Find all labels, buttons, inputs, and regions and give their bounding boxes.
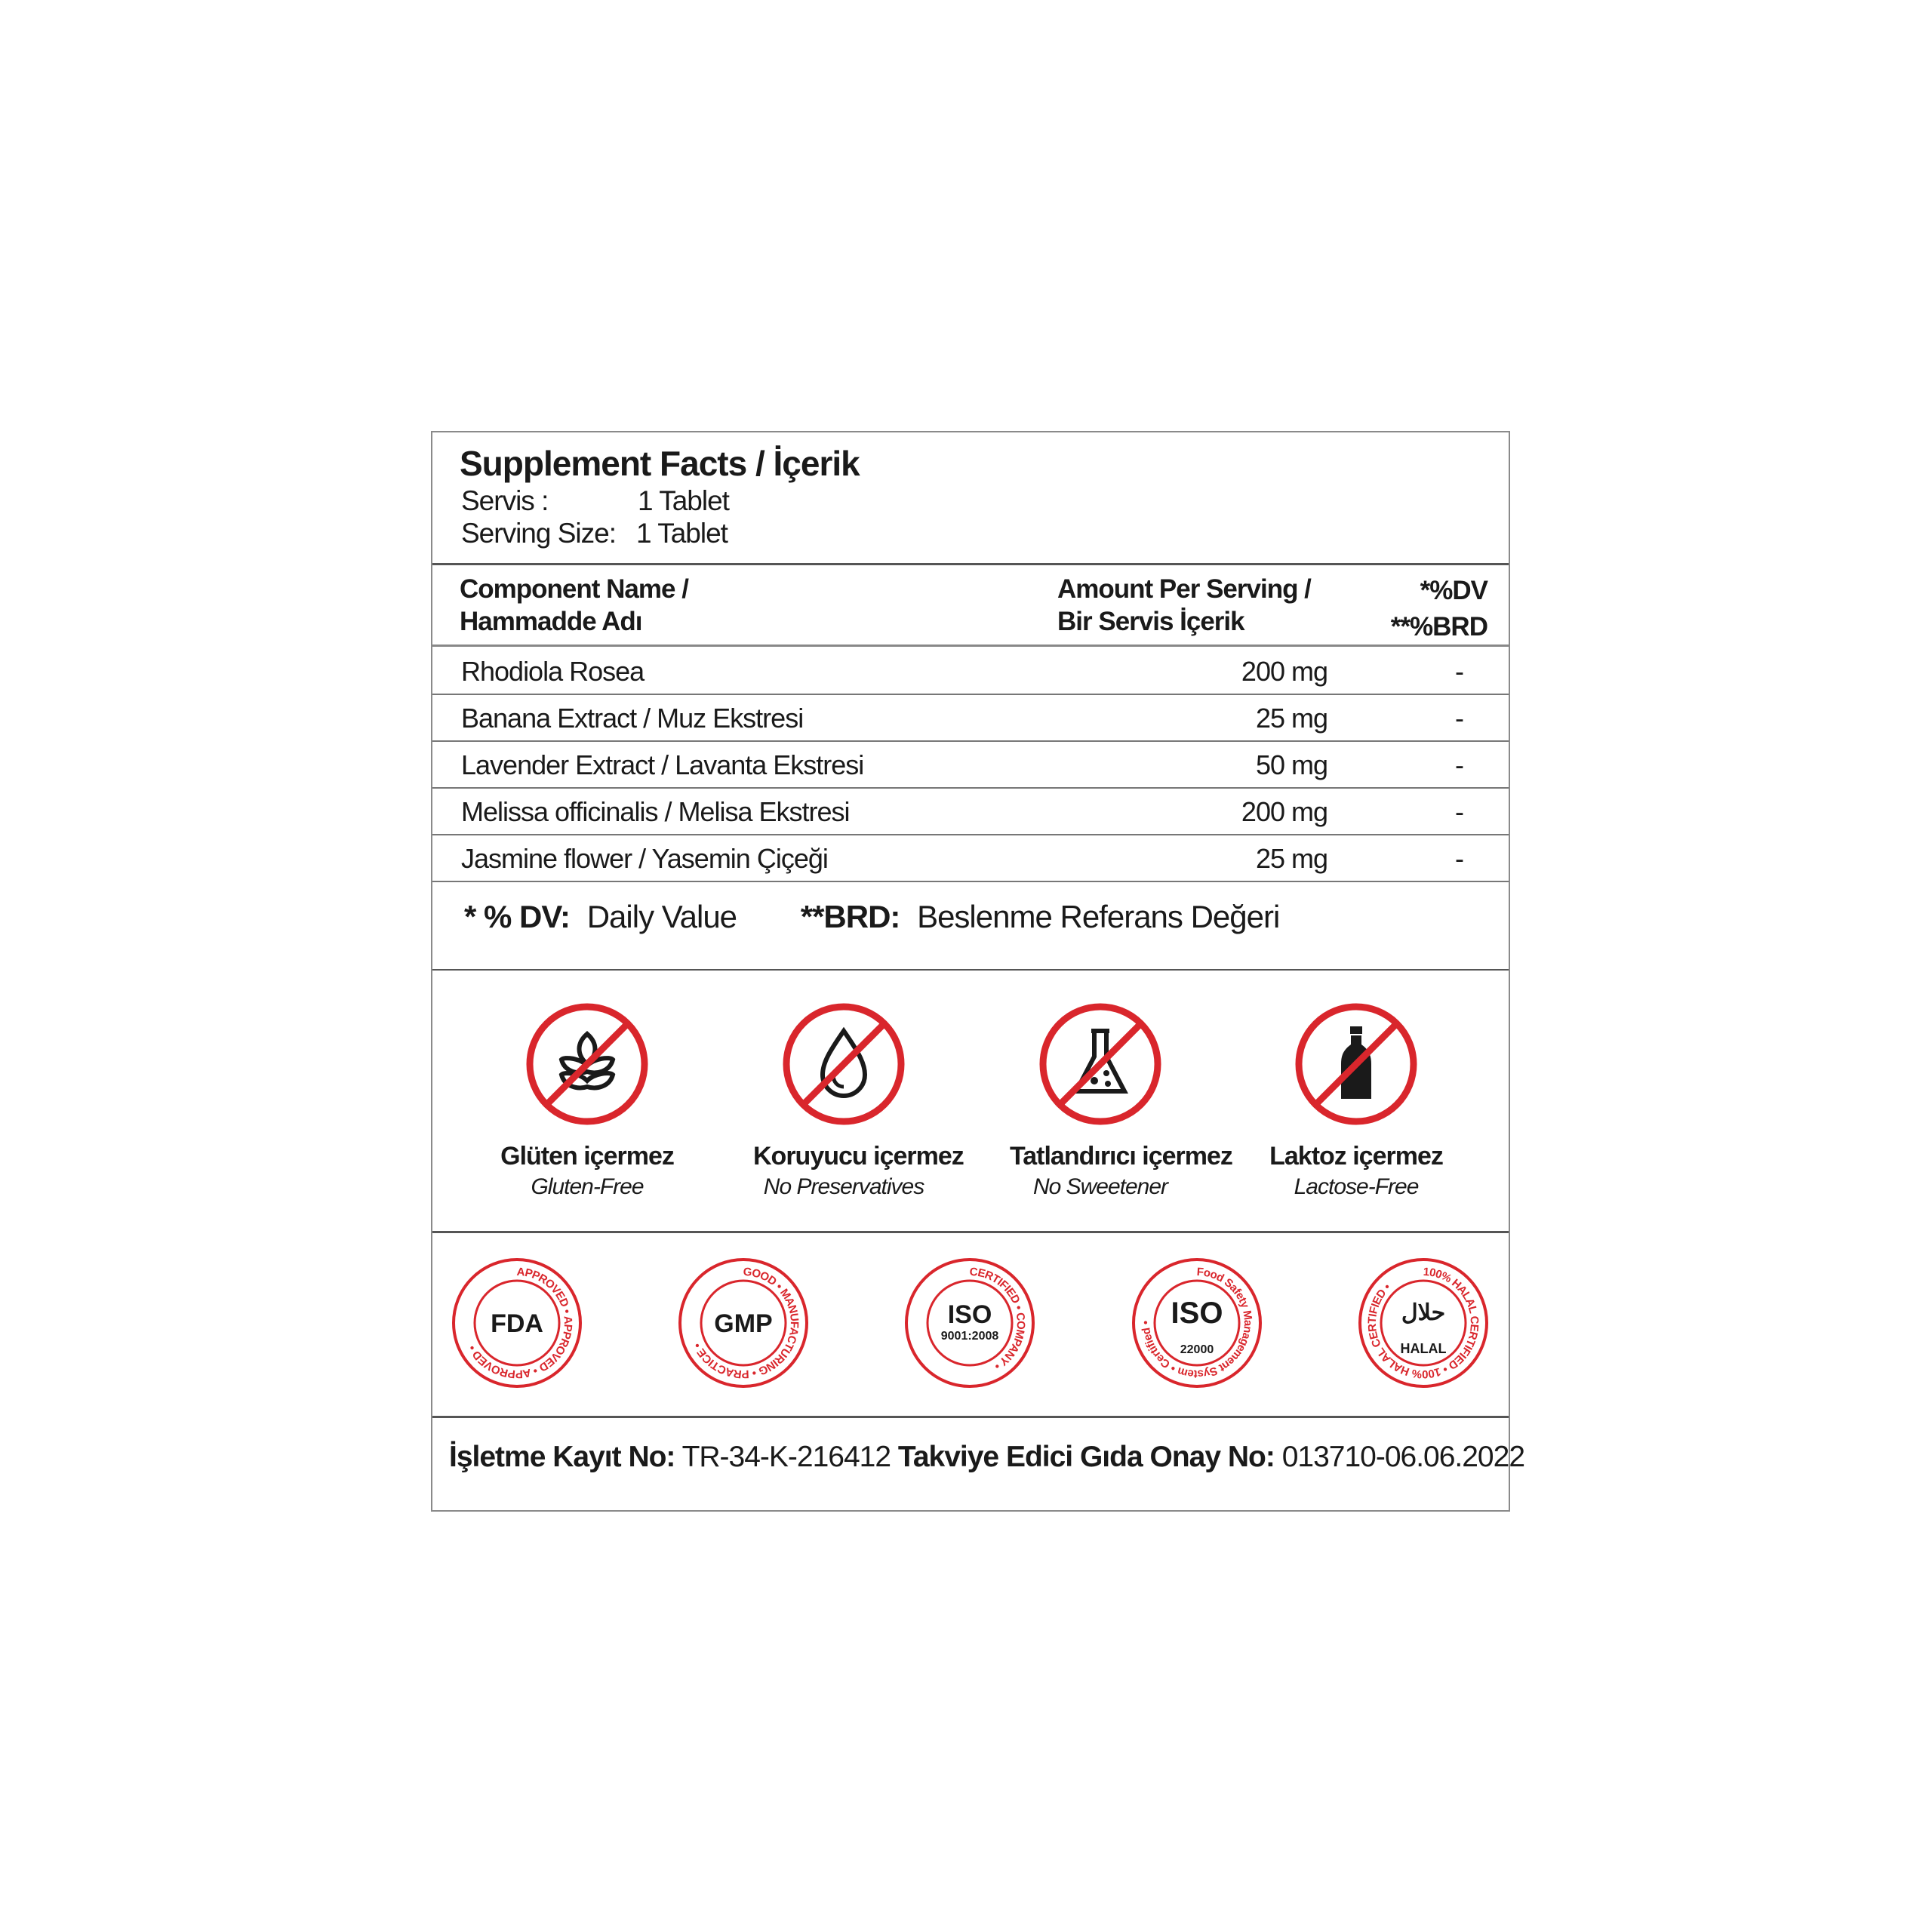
badge-center: حلال <box>1401 1300 1445 1325</box>
serving-size-label: Serving Size: <box>461 518 617 549</box>
divider <box>432 1416 1509 1418</box>
column-header-amount: Amount Per Serving / Bir Servis İçerik <box>1057 573 1312 638</box>
component-name: Banana Extract / Muz Ekstresi <box>461 703 804 734</box>
divider <box>432 1231 1509 1233</box>
table-row: Lavender Extract / Lavanta Ekstresi 50 m… <box>432 740 1509 789</box>
table-row: Rhodiola Rosea 200 mg - <box>432 647 1509 695</box>
brd-key: **BRD: <box>800 899 901 934</box>
column-amount-line2: Bir Servis İçerik <box>1057 607 1245 636</box>
component-dv: - <box>1455 796 1464 827</box>
column-header-dv: *%DV **%BRD <box>1390 573 1488 645</box>
badge-sub: HALAL <box>1401 1341 1447 1356</box>
badge-center: ISO <box>1171 1297 1223 1330</box>
flask-icon <box>1039 1003 1161 1125</box>
badge-center: ISO <box>948 1300 992 1329</box>
free-from-label: Glüten içermez <box>500 1142 675 1171</box>
free-from-sublabel: Gluten-Free <box>531 1174 644 1199</box>
free-from-label: Koruyucu içermez <box>753 1142 964 1171</box>
free-from-sublabel: Lactose-Free <box>1294 1174 1420 1199</box>
wheat-icon <box>526 1003 648 1125</box>
badge-center: FDA <box>491 1309 543 1338</box>
column-header-name: Component Name / Hammadde Adı <box>460 573 689 638</box>
supplement-facts-panel: Supplement Facts / İçerik Servis : 1 Tab… <box>431 431 1525 1512</box>
column-dv-line2: **%BRD <box>1390 612 1488 641</box>
serving-size-value: 1 Tablet <box>636 518 728 549</box>
fda-approved-badge: APPROVED • APPROVED • APPROVED • FDA <box>451 1257 583 1389</box>
footnote: * % DV: Daily Value **BRD: Beslenme Refe… <box>464 899 1280 935</box>
registration-value: TR-34-K-216412 <box>681 1441 891 1473</box>
badge-sub: 9001:2008 <box>941 1330 999 1343</box>
component-amount: 25 mg <box>1255 843 1328 874</box>
component-name: Jasmine flower / Yasemin Çiçeği <box>461 843 829 874</box>
bottle-icon <box>1295 1003 1417 1125</box>
drop-icon <box>783 1003 905 1125</box>
dv-text: Daily Value <box>586 899 737 934</box>
component-amount: 50 mg <box>1255 749 1328 780</box>
badge-center: GMP <box>714 1309 772 1338</box>
component-amount: 25 mg <box>1255 703 1328 734</box>
column-amount-line1: Amount Per Serving / <box>1057 574 1312 604</box>
registration-footer: İşletme Kayıt No: TR-34-K-216412 Takviye… <box>449 1441 1525 1474</box>
approval-label: Takviye Edici Gıda Onay No: <box>897 1441 1275 1473</box>
free-from-item: Laktoz içermez Lactose-Free <box>1266 1000 1447 1200</box>
component-dv: - <box>1455 749 1464 780</box>
free-from-item: Tatlandırıcı içermez No Sweetener <box>1010 1000 1233 1200</box>
column-name-line2: Hammadde Adı <box>460 607 642 636</box>
free-from-label: Laktoz içermez <box>1269 1142 1444 1171</box>
table-row: Melissa officinalis / Melisa Ekstresi 20… <box>432 787 1509 835</box>
divider <box>432 645 1509 647</box>
divider <box>432 563 1509 565</box>
gmp-badge: GOOD • MANUFACTURING • PRACTICE • GMP <box>677 1257 810 1389</box>
badge-seal-icon: Food Safety Management System • Certifie… <box>1132 1258 1262 1388</box>
divider <box>432 969 1509 971</box>
brd-text: Beslenme Referans Değeri <box>917 899 1280 934</box>
component-amount: 200 mg <box>1241 656 1328 687</box>
approval-value: 013710-06.06.2022 <box>1281 1441 1525 1473</box>
free-from-item: Koruyucu içermez No Preservatives <box>753 1000 964 1200</box>
component-name: Rhodiola Rosea <box>461 656 645 687</box>
component-name: Lavender Extract / Lavanta Ekstresi <box>461 749 864 780</box>
servis-label: Servis : <box>461 485 549 516</box>
badge-sub: 22000 <box>1180 1343 1214 1356</box>
iso-22000-badge: Food Safety Management System • Certifie… <box>1131 1257 1263 1389</box>
registration-label: İşletme Kayıt No: <box>449 1441 675 1473</box>
component-dv: - <box>1455 703 1464 734</box>
dv-key: * % DV: <box>464 899 571 934</box>
free-from-sublabel: No Preservatives <box>763 1174 924 1199</box>
component-name: Melissa officinalis / Melisa Ekstresi <box>461 796 850 827</box>
servis-value: 1 Tablet <box>638 485 730 516</box>
free-from-sublabel: No Sweetener <box>1032 1174 1168 1199</box>
iso-9001-badge: CERTIFIED • COMPANY • ISO 9001:2008 <box>903 1257 1036 1389</box>
component-dv: - <box>1455 843 1464 874</box>
halal-badge: 100% HALAL CERTIFIED • 100% HALAL CERTIF… <box>1357 1257 1490 1389</box>
badge-seal-icon: APPROVED • APPROVED • APPROVED • FDA <box>452 1258 582 1388</box>
column-name-line1: Component Name / <box>460 574 689 604</box>
panel-title: Supplement Facts / İçerik <box>460 444 860 483</box>
table-row: Jasmine flower / Yasemin Çiçeği 25 mg - <box>432 834 1509 882</box>
free-from-label: Tatlandırıcı içermez <box>1010 1142 1233 1171</box>
component-dv: - <box>1455 656 1464 687</box>
table-row: Banana Extract / Muz Ekstresi 25 mg - <box>432 694 1509 742</box>
component-amount: 200 mg <box>1241 796 1328 827</box>
badge-seal-icon: GOOD • MANUFACTURING • PRACTICE • GMP <box>678 1258 808 1388</box>
badge-seal-icon: 100% HALAL CERTIFIED • 100% HALAL CERTIF… <box>1358 1258 1488 1388</box>
column-dv-line1: *%DV <box>1420 576 1488 605</box>
free-from-item: Glüten içermez Gluten-Free <box>497 1000 678 1200</box>
